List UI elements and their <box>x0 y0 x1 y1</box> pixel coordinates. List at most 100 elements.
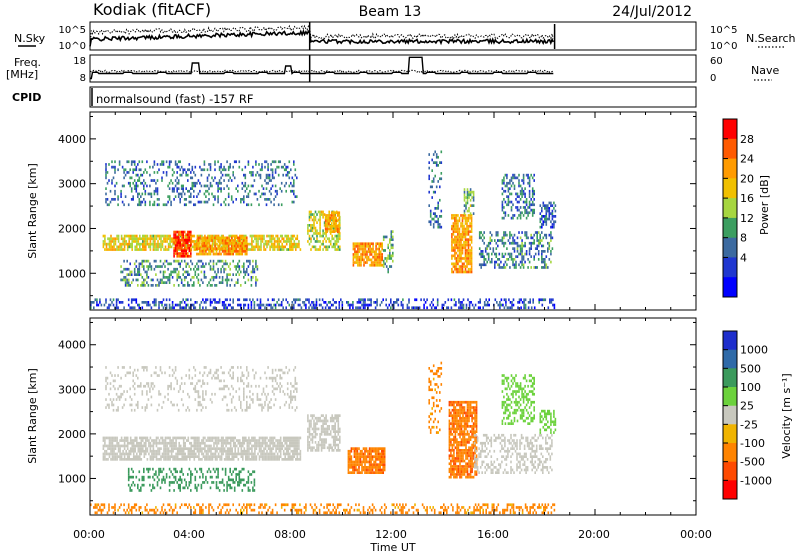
range-cell <box>248 452 250 456</box>
range-cell <box>251 439 253 442</box>
range-cell <box>137 486 139 490</box>
range-cell <box>494 263 496 267</box>
range-cell <box>444 301 447 304</box>
range-cell <box>168 160 171 164</box>
range-cell <box>133 267 136 271</box>
range-cell <box>379 263 382 267</box>
range-cell <box>270 240 273 243</box>
range-cell <box>193 455 196 458</box>
range-cell <box>185 198 187 201</box>
range-cell <box>132 160 134 164</box>
range-cell <box>117 387 119 391</box>
range-cell <box>319 226 321 230</box>
range-cell <box>501 200 504 204</box>
range-cell <box>504 231 507 234</box>
range-cell <box>259 376 262 380</box>
range-cell <box>139 444 141 448</box>
range-cell <box>279 447 282 450</box>
range-cell <box>275 447 277 450</box>
power-panel: 4000 3000 2000 1000 Slant Range [km] <box>26 111 697 311</box>
range-cell <box>511 306 513 310</box>
range-cell <box>174 252 177 255</box>
range-cell <box>178 449 180 453</box>
range-cell <box>179 276 181 279</box>
range-cell <box>211 392 213 396</box>
range-cell <box>518 263 520 267</box>
range-cell <box>462 306 465 310</box>
range-cell <box>173 455 176 458</box>
range-cell <box>244 189 247 193</box>
range-cell <box>240 200 242 204</box>
range-cell <box>328 224 330 227</box>
range-cell <box>161 303 163 307</box>
range-cell <box>153 192 156 196</box>
range-cell <box>158 403 160 407</box>
range-cell <box>330 224 333 228</box>
range-cell <box>435 164 438 167</box>
range-cell <box>291 406 294 409</box>
range-cell <box>104 234 106 238</box>
range-cell <box>127 278 130 282</box>
range-cell <box>108 203 110 207</box>
range-cell <box>130 281 133 284</box>
range-cell <box>293 179 295 182</box>
range-cell <box>135 301 138 304</box>
range-cell <box>222 245 224 249</box>
power-ytick-label-3000: 3000 <box>58 178 86 191</box>
range-cell <box>172 458 174 461</box>
range-cell <box>158 301 160 304</box>
range-cell <box>196 382 198 385</box>
range-cell <box>246 250 248 253</box>
range-cell <box>132 481 134 484</box>
range-cell <box>124 374 127 377</box>
range-cell <box>287 237 290 241</box>
range-cell <box>218 239 221 242</box>
range-cell <box>550 225 552 229</box>
range-cell <box>287 234 290 238</box>
range-cell <box>296 245 299 249</box>
range-cell <box>121 406 124 409</box>
range-cell <box>161 371 163 375</box>
range-cell <box>210 455 212 458</box>
range-cell <box>140 262 142 266</box>
range-cell <box>180 238 183 242</box>
range-cell <box>326 303 328 307</box>
range-cell <box>209 247 212 250</box>
range-cell <box>265 395 268 399</box>
range-cell <box>224 259 227 263</box>
range-cell <box>151 234 153 238</box>
range-cell <box>252 267 254 271</box>
range-cell <box>308 298 310 302</box>
range-cell <box>270 187 272 190</box>
range-cell <box>229 247 231 250</box>
range-cell <box>179 444 182 448</box>
range-cell <box>223 449 226 453</box>
range-cell <box>290 458 293 461</box>
range-cell <box>208 192 210 196</box>
range-cell <box>202 452 205 456</box>
range-cell <box>308 237 311 241</box>
range-cell <box>143 436 146 440</box>
range-cell <box>451 254 453 258</box>
range-cell <box>202 395 204 399</box>
range-cell <box>161 160 163 164</box>
range-cell <box>273 392 275 396</box>
range-cell <box>111 447 114 450</box>
range-cell <box>189 458 191 461</box>
range-cell <box>251 245 253 249</box>
range-cell <box>203 241 206 245</box>
range-cell <box>117 195 119 198</box>
range-cell <box>229 163 231 166</box>
range-cell <box>113 458 115 461</box>
range-cell <box>139 248 141 251</box>
range-cell <box>246 366 248 369</box>
range-cell <box>137 192 139 196</box>
range-cell <box>165 259 168 263</box>
range-cell <box>454 216 456 220</box>
range-cell <box>522 255 525 258</box>
range-cell <box>121 278 124 282</box>
range-cell <box>204 449 206 453</box>
range-cell <box>147 382 150 385</box>
range-cell <box>255 447 258 450</box>
range-cell <box>247 184 250 188</box>
